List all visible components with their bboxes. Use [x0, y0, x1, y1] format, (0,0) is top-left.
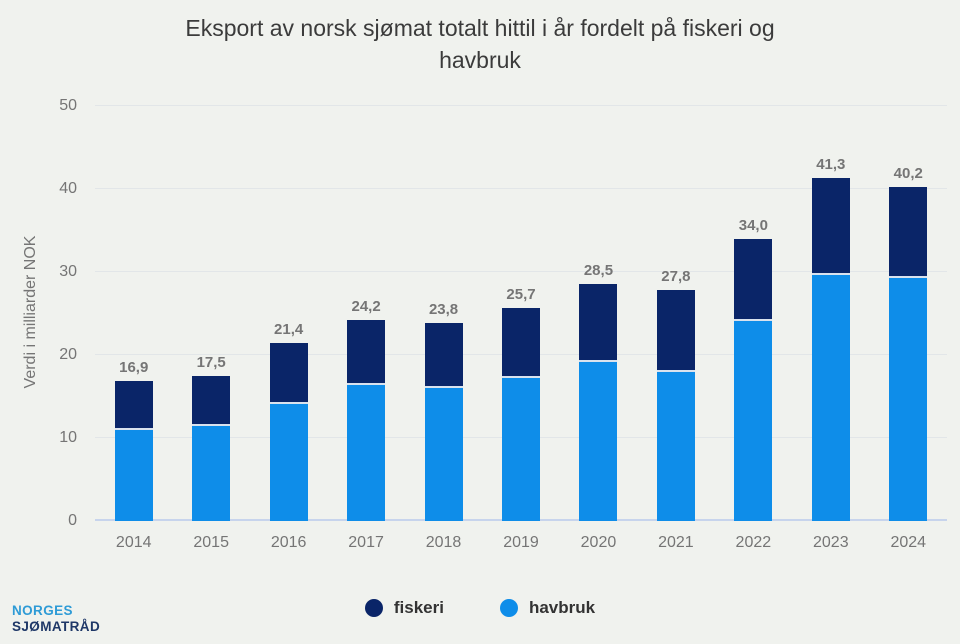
legend-marker-havbruk — [499, 599, 518, 617]
bar-group: 34,0 — [715, 106, 792, 521]
brand-logo: NORGES SJØMATRÅD — [12, 603, 100, 635]
x-axis-labels: 2014 2015 2016 2017 2018 2019 2020 2021 2022 2023… — [95, 534, 947, 552]
stacked-bar — [656, 290, 695, 521]
stacked-bar — [192, 375, 231, 521]
bar-segment-fiskeri — [889, 187, 928, 278]
gridline — [95, 105, 947, 106]
stacked-bar — [269, 343, 308, 521]
y-tick-label: 20 — [59, 346, 77, 363]
bar-group: 21,4 — [250, 106, 327, 521]
bar-segment-havbruk — [192, 425, 231, 521]
bar-segment-fiskeri — [192, 375, 231, 426]
y-axis-title: Verdi i milliarder NOK — [22, 235, 39, 389]
legend-label: fiskeri — [393, 598, 444, 617]
bar-segment-fiskeri — [734, 238, 773, 321]
stacked-bar — [811, 178, 850, 521]
bar-segment-fiskeri — [811, 178, 850, 275]
bar-total-label: 34,0 — [738, 216, 768, 234]
bar-segment-havbruk — [424, 388, 463, 521]
chart-title: Eksport av norsk sjømat totalt hittil i … — [185, 15, 775, 73]
x-tick-label: 2024 — [890, 534, 927, 551]
bar-total-label: 24,2 — [351, 298, 381, 316]
y-tick-label: 50 — [59, 97, 77, 114]
legend: fiskeri havbruk — [0, 598, 960, 618]
bar-segment-havbruk — [889, 277, 928, 521]
bar-total-label: 28,5 — [583, 262, 614, 280]
bar-group: 23,8 — [405, 106, 482, 521]
plot-area: 16,9 17,5 21,4 24,2 23,8 — [59, 97, 947, 529]
brand-logo-line1: NORGES — [12, 603, 73, 618]
bar-group: 25,7 — [482, 106, 559, 521]
bar-group: 41,3 — [792, 106, 869, 521]
bar-segment-havbruk — [114, 429, 153, 521]
bar-group: 17,5 — [172, 106, 249, 521]
bar-segment-havbruk — [269, 403, 308, 521]
x-tick-label: 2022 — [735, 534, 772, 551]
x-tick-label: 2020 — [580, 534, 617, 551]
x-tick-label: 2018 — [425, 534, 462, 551]
bar-group: 16,9 — [95, 106, 172, 521]
bar-segment-fiskeri — [579, 284, 618, 362]
stacked-bar — [424, 323, 463, 521]
stacked-bar — [734, 238, 773, 521]
brand-logo-line2: SJØMATRÅD — [12, 619, 101, 634]
bars-row: 16,9 17,5 21,4 24,2 23,8 — [95, 106, 947, 521]
stacked-bar — [347, 320, 386, 521]
gridline — [95, 271, 947, 272]
bar-segment-havbruk — [347, 384, 386, 521]
bar-segment-fiskeri — [656, 290, 695, 372]
bar-segment-fiskeri — [424, 323, 463, 389]
bar-group: 24,2 — [327, 106, 404, 521]
x-tick-label: 2014 — [115, 534, 152, 551]
x-tick-label: 2021 — [658, 534, 694, 551]
y-tick-label: 10 — [59, 429, 77, 446]
bar-segment-fiskeri — [501, 307, 540, 379]
x-tick-label: 2017 — [348, 534, 384, 551]
bar-total-label: 21,4 — [274, 321, 304, 339]
x-tick-label: 2023 — [813, 534, 849, 551]
x-tick-label: 2015 — [193, 534, 229, 551]
stacked-bar — [579, 284, 618, 521]
bar-segment-fiskeri — [347, 320, 386, 385]
stacked-bar — [114, 380, 153, 521]
bar-total-label: 25,7 — [506, 285, 536, 303]
legend-marker-fiskeri — [364, 599, 383, 617]
bar-total-label: 41,3 — [816, 156, 846, 174]
bar-segment-havbruk — [811, 274, 850, 521]
bar-total-label: 16,9 — [119, 358, 149, 376]
y-tick-label: 0 — [68, 512, 77, 529]
stacked-bar — [501, 307, 540, 521]
bar-total-label: 17,5 — [196, 353, 226, 371]
x-tick-label: 2016 — [270, 534, 307, 551]
legend-item-havbruk[interactable]: havbruk — [499, 598, 596, 618]
stacked-bar — [889, 187, 928, 521]
gridline — [95, 188, 947, 189]
bar-segment-havbruk — [579, 361, 618, 521]
y-tick-label: 30 — [59, 263, 77, 280]
bar-segment-havbruk — [501, 378, 540, 521]
bar-segment-fiskeri — [269, 343, 308, 404]
bar-group: 28,5 — [560, 106, 637, 521]
bar-total-label: 23,8 — [428, 301, 459, 319]
bar-group: 40,2 — [870, 106, 947, 521]
bar-total-label: 27,8 — [661, 268, 691, 286]
bar-segment-fiskeri — [114, 380, 153, 430]
legend-label: havbruk — [528, 598, 596, 617]
bar-segment-havbruk — [656, 371, 695, 521]
x-tick-label: 2019 — [503, 534, 539, 551]
bar-group: 27,8 — [637, 106, 714, 521]
bar-total-label: 40,2 — [893, 165, 923, 183]
y-tick-label: 40 — [59, 180, 77, 197]
bar-segment-havbruk — [734, 320, 773, 521]
legend-item-fiskeri[interactable]: fiskeri — [364, 598, 444, 618]
